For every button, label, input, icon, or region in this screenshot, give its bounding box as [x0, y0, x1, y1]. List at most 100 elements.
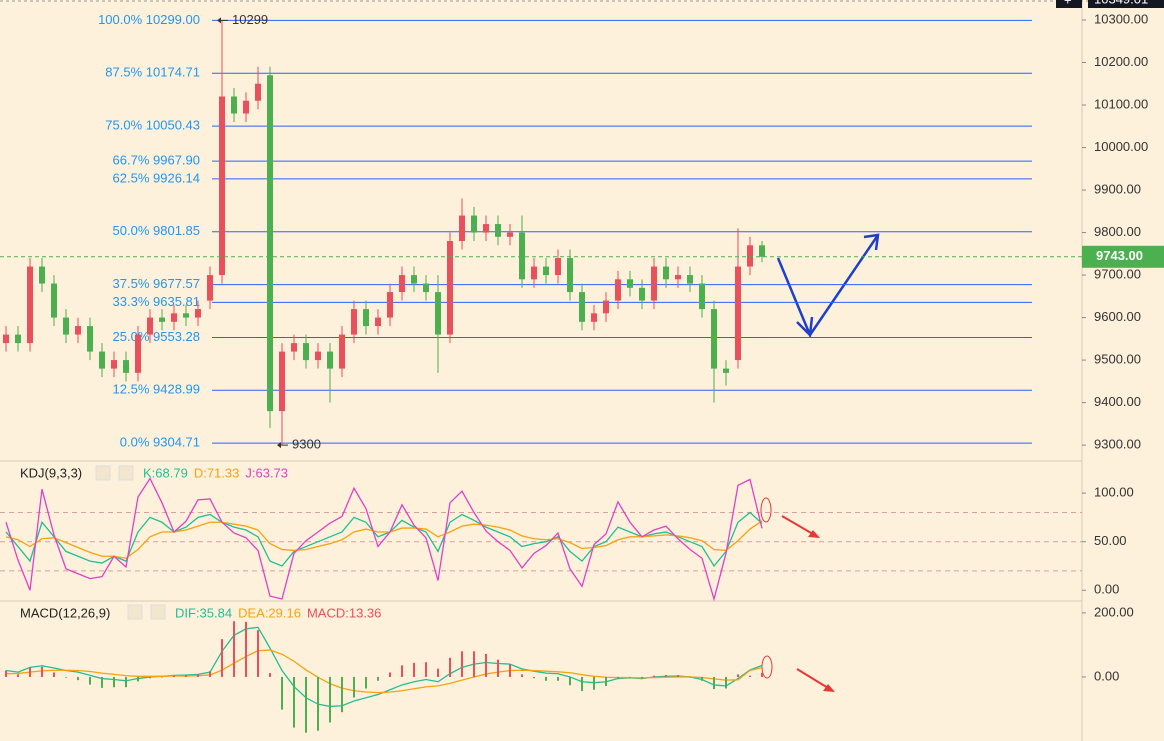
- candle-body: [75, 326, 81, 335]
- histogram-bar: [89, 676, 91, 685]
- legend-label: MACD:13.36: [307, 605, 381, 620]
- y-tick-label: 50.00: [1094, 533, 1127, 548]
- y-tick-label: 9900.00: [1094, 181, 1141, 196]
- candle-body: [723, 368, 729, 373]
- candle-body: [315, 351, 321, 361]
- histogram-bar: [317, 676, 319, 731]
- histogram-bar: [149, 676, 151, 679]
- fib-level-label: 37.5% 9677.57: [113, 276, 200, 291]
- histogram-bar: [749, 675, 751, 677]
- candle-body: [423, 283, 429, 293]
- candle-body: [651, 266, 657, 301]
- candle-body: [87, 326, 93, 352]
- histogram-bar: [461, 651, 463, 677]
- settings-icon[interactable]: [95, 465, 111, 481]
- top-price-tag: [1088, 0, 1164, 8]
- candle-body: [27, 266, 33, 344]
- close-icon[interactable]: [150, 604, 166, 620]
- candle-body: [3, 334, 9, 344]
- histogram-bar: [413, 662, 415, 677]
- histogram-bar: [173, 675, 175, 677]
- histogram-bar: [653, 675, 655, 677]
- candle-body: [675, 275, 681, 280]
- candle-body: [303, 343, 309, 361]
- series-line: [5, 649, 763, 694]
- fib-level-label: 12.5% 9428.99: [113, 382, 200, 397]
- histogram-bar: [125, 676, 127, 688]
- histogram-bar: [65, 676, 67, 678]
- top-price-label: 10349.01: [1094, 0, 1148, 6]
- candle-body: [759, 245, 765, 257]
- histogram-bar: [245, 621, 247, 677]
- histogram-bar: [665, 675, 667, 677]
- histogram-bar: [209, 671, 211, 677]
- settings-icon[interactable]: [127, 604, 143, 620]
- last-price-tag: [1082, 245, 1164, 268]
- y-tick-label: 9600.00: [1094, 309, 1141, 324]
- histogram-bar: [761, 672, 763, 677]
- candle-body: [711, 309, 717, 369]
- histogram-bar: [425, 662, 427, 677]
- histogram-bar: [629, 676, 631, 678]
- candle-body: [663, 266, 669, 280]
- histogram-bar: [269, 673, 271, 677]
- candle-body: [183, 313, 189, 318]
- fib-level-label: 75.0% 10050.43: [105, 118, 200, 133]
- arrow-head: [796, 316, 814, 338]
- histogram-bar: [197, 674, 199, 677]
- candle-body: [291, 343, 297, 352]
- fib-level-label: 0.0% 9304.71: [120, 435, 200, 450]
- histogram-bar: [737, 674, 739, 677]
- legend-label: K:68.79: [143, 465, 188, 480]
- fib-level-label: 25.0% 9553.28: [113, 329, 200, 344]
- candle-body: [555, 258, 561, 276]
- y-tick-label: 10200.00: [1094, 54, 1148, 69]
- last-price-label: 9743.00: [1096, 248, 1143, 263]
- arrow-head: [863, 233, 880, 251]
- candle-body: [231, 96, 237, 114]
- histogram-bar: [233, 621, 235, 677]
- histogram-bar: [5, 670, 7, 677]
- legend-label: D:71.33: [194, 465, 240, 480]
- candle-body: [579, 292, 585, 322]
- candle-body: [375, 317, 381, 327]
- y-tick-label: 9300.00: [1094, 437, 1141, 452]
- series-line: [5, 520, 763, 559]
- add-button[interactable]: [1056, 0, 1082, 8]
- candle-body: [123, 360, 129, 373]
- fib-level-label: 62.5% 9926.14: [113, 170, 200, 185]
- fib-level-label: 33.3% 9635.81: [113, 294, 200, 309]
- candle-body: [279, 351, 285, 412]
- y-tick-label: 0.00: [1094, 582, 1119, 597]
- close-icon[interactable]: [118, 465, 134, 481]
- arrow-head: [808, 530, 820, 538]
- indicator-title: MACD(12,26,9): [20, 605, 110, 620]
- candle-body: [747, 245, 753, 267]
- add-button-icon: +: [1064, 0, 1072, 7]
- histogram-bar: [113, 676, 115, 688]
- y-tick-label: 200.00: [1094, 604, 1134, 619]
- candle-body: [243, 100, 249, 114]
- histogram-bar: [101, 676, 103, 688]
- fib-level-label: 50.0% 9801.85: [113, 223, 200, 238]
- histogram-bar: [17, 674, 19, 677]
- y-tick-label: 10100.00: [1094, 96, 1148, 111]
- candle-body: [63, 317, 69, 335]
- histogram-bar: [569, 676, 571, 686]
- candle-body: [615, 279, 621, 301]
- histogram-bar: [533, 676, 535, 679]
- candle-body: [603, 300, 609, 314]
- fib-level-label: 87.5% 10174.71: [105, 65, 200, 80]
- series-line: [5, 477, 763, 602]
- candle-body: [567, 258, 573, 293]
- highlight-circle: [760, 497, 772, 523]
- indicator-title: KDJ(9,3,3): [20, 465, 82, 480]
- candle-body: [411, 275, 417, 284]
- histogram-bar: [401, 665, 403, 677]
- candle-body: [363, 309, 369, 327]
- candle-body: [15, 334, 21, 344]
- histogram-bar: [77, 676, 79, 681]
- y-tick-label: 9700.00: [1094, 267, 1141, 282]
- histogram-bar: [545, 676, 547, 681]
